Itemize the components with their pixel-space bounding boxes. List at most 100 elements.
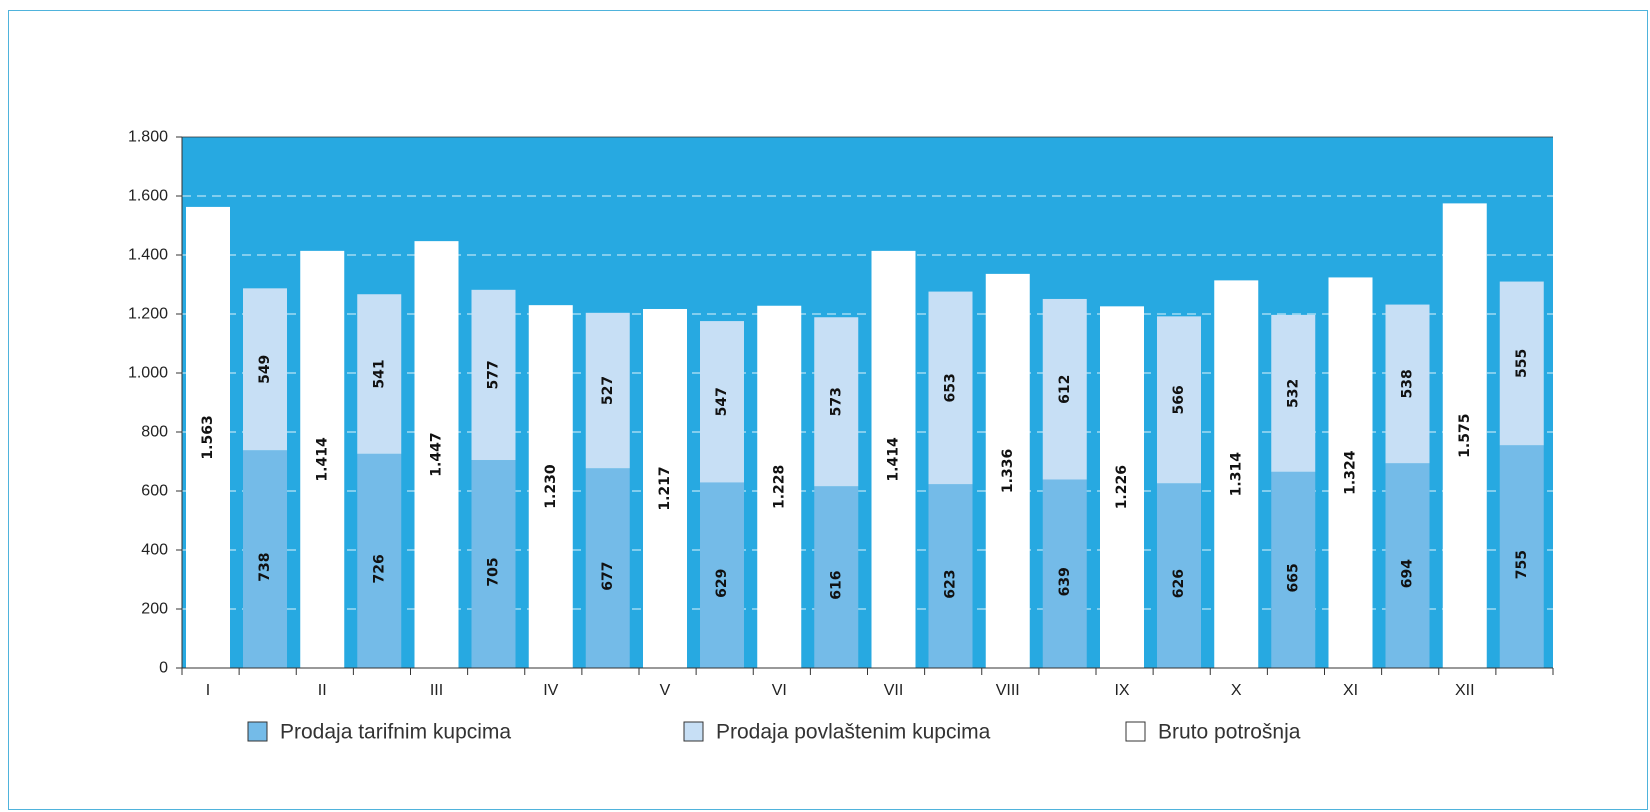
bar-tarifni-xii bbox=[1499, 445, 1544, 668]
y-tick-label-800: 800 bbox=[141, 424, 168, 441]
label-povlasteni-v: 547 bbox=[714, 387, 730, 416]
bar-tarifni-vi bbox=[814, 486, 859, 668]
label-bruto-potrosnja-vi: 1.228 bbox=[771, 465, 787, 509]
bar-bruto-potrosnja-iii bbox=[414, 241, 459, 668]
label-povlasteni-xi: 538 bbox=[1400, 369, 1416, 398]
label-povlasteni-vi: 573 bbox=[828, 387, 844, 416]
label-tarifni-ii: 726 bbox=[371, 554, 387, 583]
label-tarifni-vii: 623 bbox=[943, 569, 959, 598]
bar-tarifni-xi bbox=[1385, 463, 1430, 668]
y-tick-label-1000: 1.000 bbox=[128, 365, 168, 382]
bar-povlasteni-iii bbox=[471, 289, 516, 461]
x-tick-label-ii: II bbox=[318, 682, 327, 699]
bar-povlasteni-ii bbox=[357, 294, 402, 454]
y-tick-label-1200: 1.200 bbox=[128, 306, 168, 323]
legend-swatch-prodaja-tarifnim-kupcima bbox=[247, 721, 268, 742]
x-tick-label-xi: XI bbox=[1343, 682, 1358, 699]
x-tick-label-vi: VI bbox=[772, 682, 787, 699]
label-tarifni-vi: 616 bbox=[828, 571, 844, 600]
bar-povlasteni-v bbox=[700, 321, 744, 483]
label-bruto-potrosnja-i: 1.563 bbox=[200, 415, 216, 459]
bar-bruto-potrosnja-i bbox=[186, 206, 230, 669]
bar-povlasteni-xii bbox=[1499, 281, 1544, 446]
x-tick-label-i: I bbox=[206, 682, 210, 699]
y-tick-label-1400: 1.400 bbox=[128, 247, 168, 264]
legend-swatch-prodaja-povlastenim-kupcima bbox=[683, 721, 704, 742]
label-bruto-potrosnja-ii: 1.414 bbox=[314, 437, 330, 482]
label-povlasteni-ix: 566 bbox=[1171, 385, 1187, 414]
x-tick-label-xii: XII bbox=[1455, 682, 1475, 699]
x-tick-label-iv: IV bbox=[543, 682, 558, 699]
plot-background bbox=[182, 137, 1553, 668]
label-bruto-potrosnja-v: 1.217 bbox=[657, 466, 673, 510]
label-tarifni-i: 738 bbox=[257, 553, 273, 582]
bar-bruto-potrosnja-x bbox=[1214, 280, 1259, 668]
label-tarifni-x: 665 bbox=[1285, 563, 1301, 592]
bar-bruto-potrosnja-ix bbox=[1100, 306, 1144, 668]
label-tarifni-v: 629 bbox=[714, 569, 730, 598]
label-bruto-potrosnja-xii: 1.575 bbox=[1457, 414, 1473, 458]
bar-bruto-potrosnja-vi bbox=[757, 305, 802, 668]
bar-tarifni-ix bbox=[1157, 483, 1201, 668]
bar-povlasteni-viii bbox=[1042, 298, 1087, 480]
label-tarifni-xii: 755 bbox=[1514, 550, 1530, 579]
y-tick-label-600: 600 bbox=[141, 483, 168, 500]
y-tick-label-200: 200 bbox=[141, 601, 168, 618]
label-bruto-potrosnja-ix: 1.226 bbox=[1114, 465, 1130, 509]
y-tick-label-1600: 1.600 bbox=[128, 188, 168, 205]
label-povlasteni-vii: 653 bbox=[943, 373, 959, 402]
bar-bruto-potrosnja-vii bbox=[871, 250, 916, 668]
x-tick-label-iii: III bbox=[430, 682, 443, 699]
label-tarifni-xi: 694 bbox=[1400, 559, 1416, 588]
legend: Prodaja tarifnim kupcima Prodaja povlašte… bbox=[247, 721, 1301, 744]
bar-povlasteni-vii bbox=[928, 291, 973, 485]
label-povlasteni-x: 532 bbox=[1285, 379, 1301, 408]
bar-tarifni-i bbox=[243, 450, 287, 668]
label-bruto-potrosnja-vii: 1.414 bbox=[886, 437, 902, 482]
x-tick-label-viii: VIII bbox=[996, 682, 1020, 699]
chart-frame bbox=[8, 10, 1648, 810]
bar-bruto-potrosnja-viii bbox=[985, 273, 1030, 668]
legend-label-prodaja-tarifnim-kupcima: Prodaja tarifnim kupcima bbox=[280, 721, 511, 744]
label-bruto-potrosnja-viii: 1.336 bbox=[1000, 449, 1016, 493]
x-tick-label-vii: VII bbox=[884, 682, 904, 699]
label-bruto-potrosnja-iv: 1.230 bbox=[543, 464, 559, 509]
bar-tarifni-iii bbox=[471, 460, 516, 668]
bars: 1.563 738 549 1.414 726 541 1.447 705 577 1.230 67… bbox=[186, 203, 1544, 669]
label-tarifni-viii: 639 bbox=[1057, 567, 1073, 596]
label-povlasteni-iii: 577 bbox=[486, 360, 502, 389]
legend-swatch-bruto-potrosnja bbox=[1125, 721, 1146, 742]
bar-bruto-potrosnja-xi bbox=[1328, 277, 1373, 668]
bar-tarifni-ii bbox=[357, 453, 402, 668]
label-povlasteni-i: 549 bbox=[257, 355, 273, 384]
legend-label-prodaja-povlastenim-kupcima: Prodaja povlaštenim kupcima bbox=[716, 721, 991, 744]
label-povlasteni-ii: 541 bbox=[371, 359, 387, 388]
bar-tarifni-viii bbox=[1042, 479, 1087, 668]
bar-tarifni-v bbox=[700, 482, 744, 668]
x-tick-label-x: X bbox=[1231, 682, 1242, 699]
bar-tarifni-vii bbox=[928, 484, 973, 668]
label-povlasteni-viii: 612 bbox=[1057, 375, 1073, 404]
bar-tarifni-iv bbox=[585, 468, 630, 668]
label-tarifni-ix: 626 bbox=[1171, 569, 1187, 598]
bar-povlasteni-vi bbox=[814, 317, 859, 487]
bar-povlasteni-x bbox=[1271, 314, 1316, 472]
bar-bruto-potrosnja-ii bbox=[300, 250, 345, 668]
label-bruto-potrosnja-xi: 1.324 bbox=[1343, 450, 1359, 495]
label-tarifni-iii: 705 bbox=[486, 557, 502, 586]
bar-povlasteni-iv bbox=[585, 312, 630, 469]
label-bruto-potrosnja-iii: 1.447 bbox=[429, 432, 445, 476]
bar-bruto-potrosnja-v bbox=[643, 308, 687, 668]
bar-tarifni-x bbox=[1271, 471, 1316, 668]
bar-povlasteni-ix bbox=[1157, 316, 1201, 484]
label-bruto-potrosnja-x: 1.314 bbox=[1228, 452, 1244, 497]
x-tick-label-ix: IX bbox=[1114, 682, 1129, 699]
grid-lines bbox=[182, 195, 1553, 610]
y-tick-label-0: 0 bbox=[159, 660, 168, 677]
label-povlasteni-xii: 555 bbox=[1514, 349, 1530, 378]
bar-povlasteni-i bbox=[243, 288, 287, 451]
x-tick-label-v: V bbox=[660, 682, 671, 699]
bar-povlasteni-xi bbox=[1385, 304, 1430, 464]
